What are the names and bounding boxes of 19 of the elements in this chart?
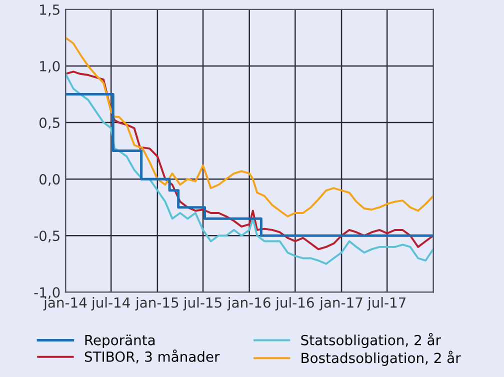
y-tick-label: 0,0 <box>39 174 60 186</box>
x-tick-label: jan-14 <box>43 297 87 310</box>
y-tick-label: 0,5 <box>39 117 60 130</box>
x-tick-label: jan-16 <box>227 297 270 310</box>
x-tick-label: jul-14 <box>91 297 130 310</box>
x-tick-label: jan-17 <box>319 297 362 310</box>
x-tick-label: jul-15 <box>183 297 222 310</box>
legend-label: Bostadsobligation, 2 år <box>302 350 461 366</box>
legend-label: Reporänta <box>85 334 155 348</box>
legend-label: Statsobligation, 2 år <box>301 332 442 348</box>
x-tick-label: jul-17 <box>367 297 406 310</box>
x-tick-label: jan-15 <box>135 297 178 310</box>
y-tick-label: 1,0 <box>40 60 60 73</box>
y-tick-label: -1,0 <box>34 287 60 300</box>
y-tick-label: 1,5 <box>40 4 60 16</box>
y-tick-label: -0,5 <box>34 230 60 243</box>
x-tick-label: jul-16 <box>275 297 314 310</box>
line-series <box>66 36 434 218</box>
legend-label: STIBOR, 3 månader <box>84 350 220 364</box>
